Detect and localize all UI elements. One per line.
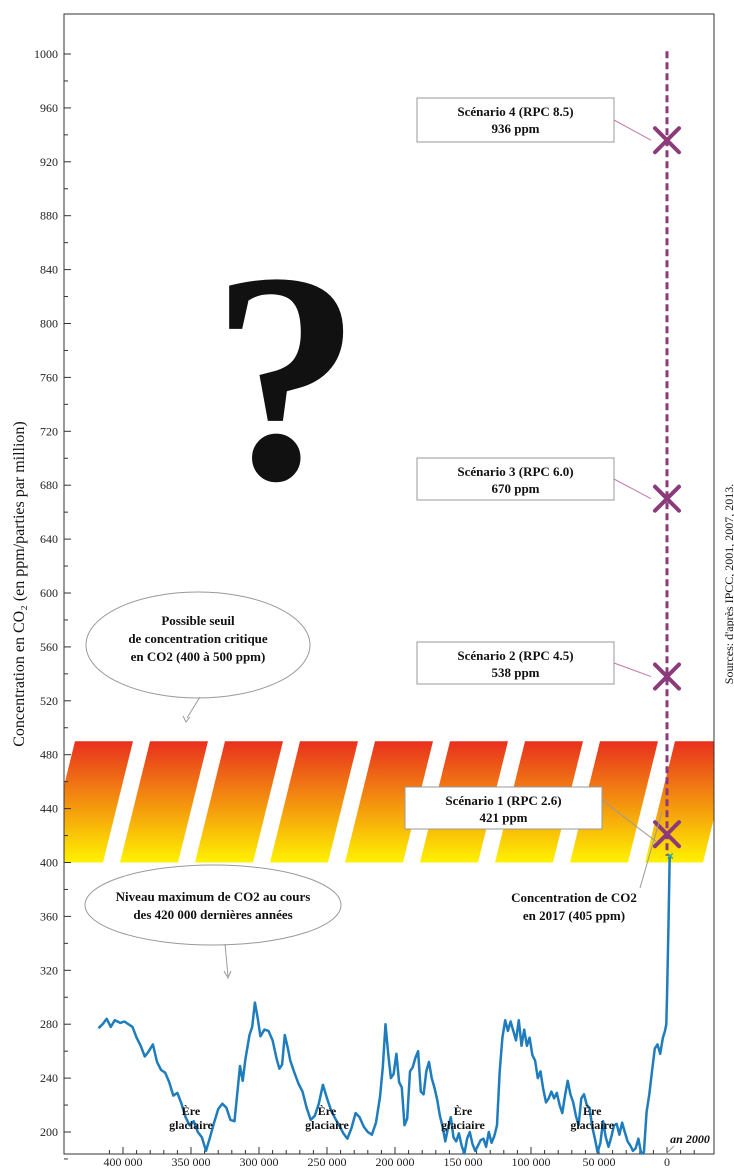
threshold-band-stripe [64,741,133,863]
x-axis: 400 000 350 000 300 000 250 000 200 000 150 0… [104,1147,695,1168]
glacial-label-line-1: Ère [583,1104,602,1118]
threshold-callout: Possible seuil de concentration critique… [85,591,311,723]
scenario-marker [653,820,681,849]
scenario-value: 936 ppm [491,121,539,136]
scenario-box [404,786,603,830]
threshold-band-stripe [720,741,734,862]
scenario-name: Scénario 4 (RPC 8.5) [457,104,573,119]
scenario-box [416,641,615,685]
scenario-value: 421 ppm [479,810,527,825]
y-tick-label: 440 [40,802,58,816]
scenario-name: Scénario 3 (RPC 6.0) [457,464,573,479]
y-tick-label: 600 [40,586,58,600]
y-tick-label: 840 [40,263,58,277]
x-tick-label: 50 000 [583,1155,616,1168]
y-tick-label: 320 [40,963,58,977]
scenario-marker [653,126,681,155]
scenario-marker [653,484,681,513]
scenario-connector [613,119,652,141]
year-2000-pointer [665,1145,675,1155]
scenario-name: Scénario 1 (RPC 2.6) [445,793,561,808]
y-tick-label: 560 [40,640,58,654]
x-tick-label: 250 000 [308,1155,347,1168]
x-tick-label: 150 000 [444,1155,483,1168]
current-line-2: en 2017 (405 ppm) [523,908,625,923]
scenario-name: Scénario 2 (RPC 4.5) [457,648,573,663]
threshold-band-stripe [195,741,283,863]
svg-text:?: ? [211,211,361,543]
scenario-box [416,457,615,501]
scenario-connector [613,662,652,678]
glacial-label-line-1: Ère [454,1104,473,1118]
plot-frame [63,13,715,1155]
y-tick-label: 520 [40,694,58,708]
x-tick-label: 300 000 [240,1155,279,1168]
glacial-label-line-2: glaciaire [441,1118,485,1132]
threshold-band-stripe [345,741,433,863]
threshold-band-stripe [120,741,208,863]
current-callout: Concentration de CO2 en 2017 (405 ppm) [511,811,663,923]
current-point-marker: × [667,849,674,863]
y-tick-label: 360 [40,909,58,923]
current-line-1: Concentration de CO2 [511,890,637,905]
y-tick-label: 800 [40,317,58,331]
y-tick-label: 720 [40,424,58,438]
glacial-labels: ÈreglaciaireÈreglaciaireÈreglaciaireÈreg… [169,1104,615,1132]
x-tick-label: 400 000 [104,1155,143,1168]
scenario-connector [613,478,652,500]
threshold-band [64,741,734,863]
x-tick-label: 0 [664,1155,670,1168]
x-tick-label: 350 000 [172,1155,211,1168]
y-tick-label: 880 [40,209,58,223]
glacial-label-line-2: glaciaire [169,1118,213,1132]
threshold-line-2: de concentration critique [128,631,268,646]
y-tick-label: 200 [40,1125,58,1139]
y-tick-label: 640 [40,532,58,546]
threshold-band-stripe [570,741,658,863]
y-axis-title: Concentration en CO₂ (en ppm/parties par… [11,421,28,747]
co2-series-line [97,855,671,1155]
y-tick-label: 400 [40,856,58,870]
scenario-box [416,97,615,143]
threshold-line-3: en CO2 (400 à 500 ppm) [131,649,266,664]
y-tick-label: 240 [40,1071,58,1085]
scenario-value: 670 ppm [491,481,539,496]
threshold-band-stripe [270,741,358,863]
scenario-marker [653,662,681,691]
year-2000-label: an 2000 [670,1132,710,1146]
glacial-label-line-1: Ère [182,1104,201,1118]
threshold-line-1: Possible seuil [161,613,235,628]
y-tick-label: 680 [40,478,58,492]
maximum-line-2: des 420 000 dernières années [133,907,292,922]
y-tick-label: 920 [40,155,58,169]
y-axis: 200 240 280 320 360 400 440 480 520 560 600 640 680 7… [34,47,71,1160]
y-tick-label: 760 [40,370,58,384]
y-tick-label: 480 [40,748,58,762]
scenario-value: 538 ppm [491,665,539,680]
y-tick-label: 280 [40,1017,58,1031]
question-mark: ? [211,211,361,543]
glacial-label-line-2: glaciaire [305,1118,349,1132]
glacial-label-line-2: glaciaire [570,1118,614,1132]
source-note: Sources: d'après IPCC, 2001, 2007, 2013. [722,484,734,684]
y-tick-label: 960 [40,101,58,115]
scenario-connector [601,799,658,843]
y-tick-label: 1000 [34,47,58,61]
scenario-markers: Scénario 4 (RPC 8.5) 936 ppm Scénario 3 (R… [404,97,681,849]
glacial-label-line-1: Ère [318,1104,337,1118]
x-tick-label: 200 000 [376,1155,415,1168]
x-tick-label: 100 000 [512,1155,551,1168]
maximum-line-1: Niveau maximum de CO2 au cours [116,889,311,904]
maximum-callout: Niveau maximum de CO2 au cours des 420 0… [84,864,342,980]
